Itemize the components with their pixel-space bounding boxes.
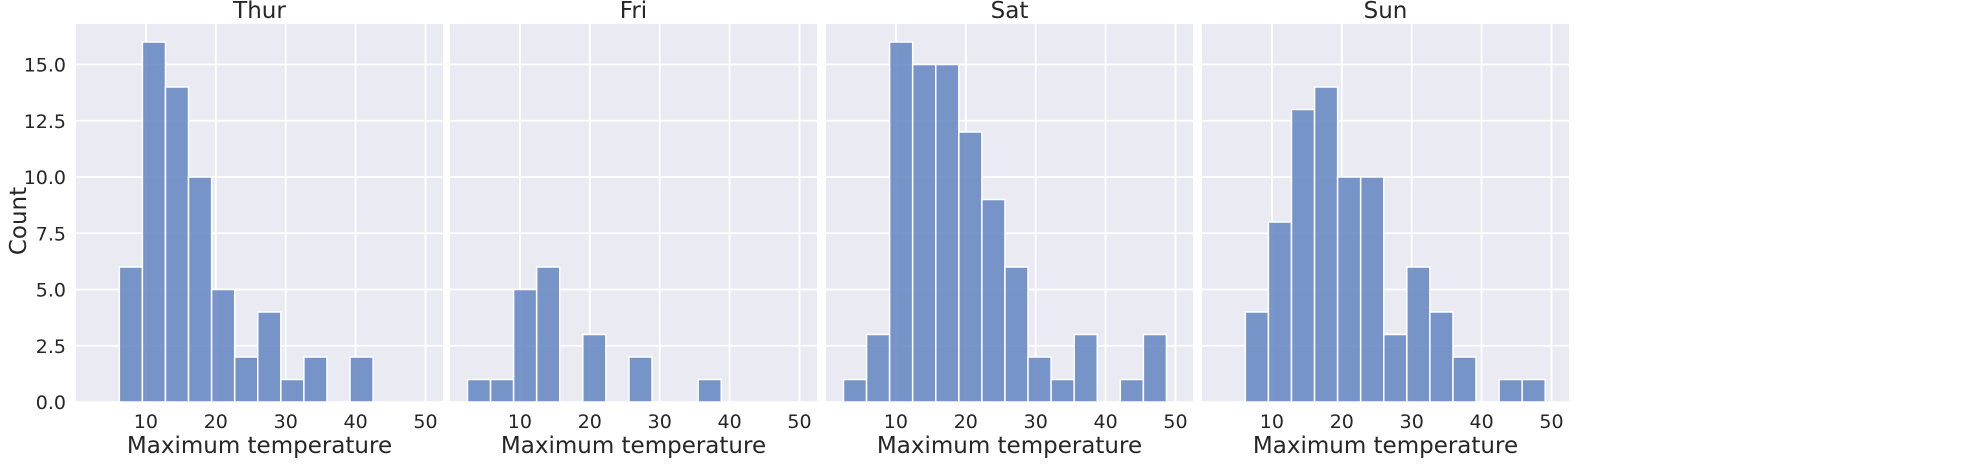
histogram-bar-sat — [842, 378, 868, 403]
plot-background-fri — [450, 24, 817, 402]
histogram-bar-sun — [1359, 176, 1385, 403]
histogram-bar-fri — [489, 378, 515, 403]
histogram-bar-sat — [911, 63, 937, 403]
x-tick-label: 10 — [508, 411, 532, 433]
histogram-bar-thur — [280, 378, 305, 403]
y-tick-label: 2.5 — [36, 336, 66, 358]
y-tick-label: 0.0 — [36, 392, 66, 414]
histogram-bar-sat — [888, 41, 914, 403]
histogram-bar-thur — [118, 266, 144, 403]
histogram-bar-sat — [1142, 333, 1168, 403]
panel-fri: 10 20 30 40 50 Maximum temperature Fri — [450, 0, 817, 459]
histogram-bar-sun — [1290, 108, 1316, 403]
x-tick-label: 30 — [648, 411, 672, 433]
histogram-bar-sun — [1452, 356, 1477, 403]
x-tick-label: 30 — [1400, 411, 1424, 433]
panel-title-sat: Sat — [991, 0, 1029, 24]
panel-title-sun: Sun — [1364, 0, 1408, 24]
histogram-bar-sun — [1383, 333, 1408, 403]
x-axis-label-fri: Maximum temperature — [501, 433, 766, 459]
panel-title-thur: Thur — [232, 0, 286, 24]
x-tick-label: 20 — [578, 411, 602, 433]
x-axis-label-thur: Maximum temperature — [127, 433, 392, 459]
x-tick-label: 50 — [1539, 411, 1563, 433]
panel-sat: 10 20 30 40 50 Maximum temperature Sat — [826, 0, 1193, 459]
histogram-bar-fri — [697, 378, 722, 403]
histogram-bar-sun — [1429, 311, 1454, 403]
histogram-bar-thur — [349, 356, 374, 403]
histogram-bar-sat — [981, 198, 1006, 403]
x-tick-label: 10 — [1260, 411, 1284, 433]
y-axis-label: Count — [6, 187, 32, 255]
histogram-bar-sun — [1521, 378, 1546, 403]
histogram-bar-sat — [935, 63, 960, 403]
x-tick-label: 20 — [1330, 411, 1354, 433]
histogram-bar-sun — [1244, 311, 1270, 403]
histogram-bar-thur — [210, 288, 236, 403]
histogram-bar-sat — [1050, 378, 1075, 403]
x-tick-label: 40 — [1470, 411, 1494, 433]
histogram-bar-sat — [1027, 356, 1052, 403]
histogram-bar-fri — [466, 378, 492, 403]
histogram-bar-thur — [257, 311, 282, 403]
panel-thur: 10 20 30 40 50 Maximum temperature Thur 0.0 2.5 5… — [24, 0, 443, 459]
histogram-bar-thur — [233, 356, 259, 403]
y-tick-label: 5.0 — [36, 280, 66, 302]
x-tick-label: 20 — [204, 411, 228, 433]
x-tick-label: 10 — [134, 411, 158, 433]
histogram-bar-sun — [1406, 266, 1431, 403]
histogram-bar-thur — [141, 41, 167, 403]
x-tick-label: 30 — [274, 411, 298, 433]
x-tick-label: 50 — [787, 411, 811, 433]
histogram-bar-fri — [512, 288, 538, 403]
x-tick-label: 30 — [1024, 411, 1048, 433]
x-axis-label-sat: Maximum temperature — [877, 433, 1142, 459]
histogram-bar-thur — [164, 86, 190, 403]
x-axis-label-sun: Maximum temperature — [1253, 433, 1518, 459]
histogram-bar-sun — [1336, 176, 1362, 403]
x-tick-label: 20 — [954, 411, 978, 433]
histogram-bar-sat — [1119, 378, 1145, 403]
histogram-bar-sun — [1267, 221, 1293, 403]
y-tick-label: 7.5 — [36, 223, 66, 245]
y-tick-label: 15.0 — [24, 55, 66, 77]
histogram-bar-thur — [303, 356, 328, 403]
histogram-bar-fri — [628, 356, 653, 403]
x-tick-label: 50 — [413, 411, 437, 433]
histogram-bar-sat — [1004, 266, 1029, 403]
histogram-bar-sun — [1313, 86, 1339, 403]
histogram-bar-fri — [582, 333, 607, 403]
histogram-bar-thur — [187, 176, 213, 403]
histogram-bar-sat — [1073, 333, 1098, 403]
x-tick-label: 50 — [1163, 411, 1187, 433]
x-tick-label: 40 — [718, 411, 742, 433]
panel-sun: 10 20 30 40 50 Maximum temperature Sun — [1202, 0, 1569, 459]
histogram-bar-sat — [958, 131, 983, 403]
histogram-bar-sun — [1498, 378, 1523, 403]
y-tick-label: 10.0 — [24, 167, 66, 189]
x-tick-label: 10 — [884, 411, 908, 433]
y-tick-label: 12.5 — [24, 111, 66, 133]
histogram-bar-fri — [535, 266, 561, 403]
histogram-bar-sat — [865, 333, 891, 403]
panel-title-fri: Fri — [620, 0, 647, 24]
x-tick-label: 40 — [1094, 411, 1118, 433]
x-tick-label: 40 — [344, 411, 368, 433]
